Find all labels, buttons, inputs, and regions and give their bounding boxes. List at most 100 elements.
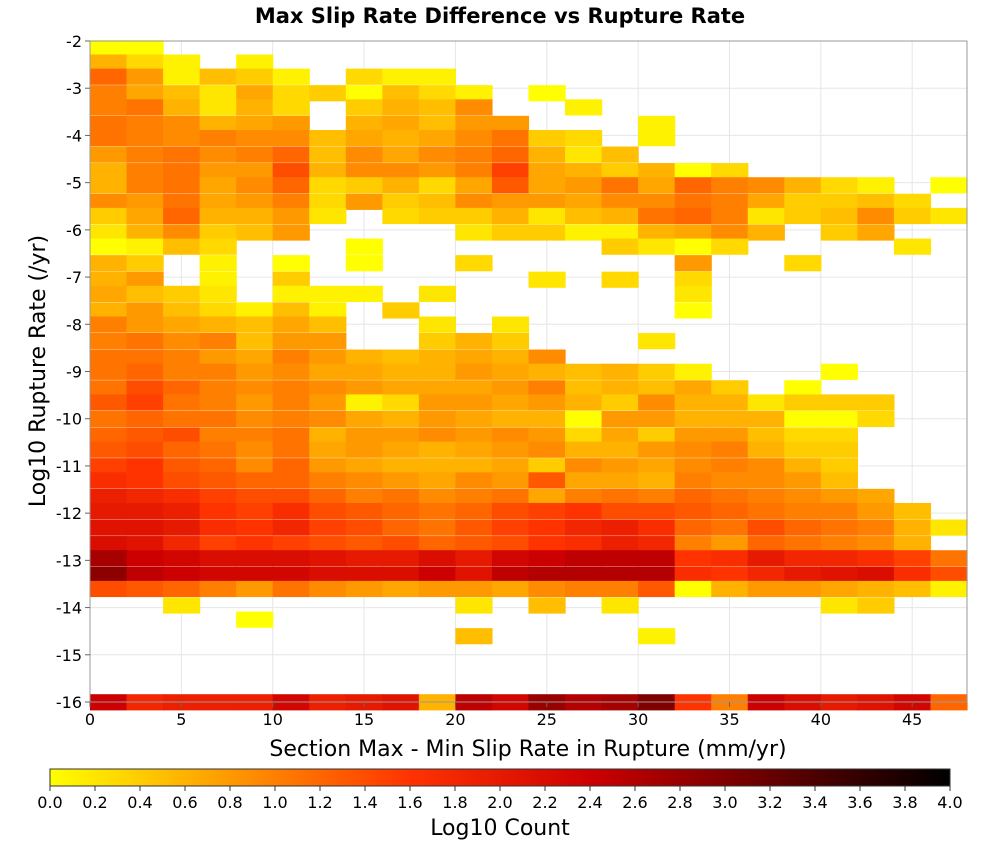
heatmap-cell <box>711 427 749 444</box>
x-tick-label: 0 <box>85 710 95 729</box>
heatmap-cell <box>528 488 566 506</box>
heatmap-cell <box>418 316 457 333</box>
heatmap-cell <box>747 177 785 194</box>
heatmap-cell <box>674 458 712 475</box>
heatmap-cell <box>565 363 603 380</box>
heatmap-cell <box>163 441 201 458</box>
heatmap-cell <box>382 458 420 475</box>
heatmap-cell <box>784 427 822 444</box>
heatmap-cell <box>418 85 457 102</box>
heatmap-cell <box>747 441 785 458</box>
heatmap-cell <box>418 349 457 366</box>
heatmap-cell <box>126 519 164 536</box>
heatmap-cell <box>674 302 712 319</box>
heatmap-cell <box>638 536 676 553</box>
heatmap-cell <box>455 519 493 536</box>
heatmap-cell <box>382 502 420 520</box>
heatmap-cell <box>126 255 164 272</box>
heatmap-cell <box>491 580 530 598</box>
heatmap-cell <box>163 536 201 553</box>
y-tick-label: -14 <box>56 599 82 618</box>
heatmap-cell <box>272 146 310 163</box>
heatmap-cell <box>90 99 128 116</box>
heatmap-cell <box>236 394 274 411</box>
heatmap-cell <box>455 255 493 272</box>
colorbar-ticks: 0.0 0.2 0.4 0.6 0.8 1.0 1.2 1.4 1.6 1.8 2.0 2.2 2.4 2… <box>37 786 963 812</box>
heatmap-cell <box>126 40 164 57</box>
heatmap-cell <box>272 427 310 444</box>
heatmap-cell <box>163 349 201 366</box>
heatmap-cell <box>309 177 347 194</box>
heatmap-cell <box>163 394 201 411</box>
heatmap-cell <box>163 163 201 180</box>
heatmap-cell <box>126 316 164 333</box>
heatmap-cell <box>272 580 310 598</box>
heatmap-cell <box>309 85 347 102</box>
heatmap-cell <box>491 394 530 411</box>
heatmap-cell <box>528 502 566 520</box>
heatmap-cell <box>491 193 530 210</box>
heatmap-cell <box>747 580 785 598</box>
heatmap-cell <box>674 163 712 180</box>
y-tick-label: -13 <box>56 551 82 570</box>
heatmap-cell <box>711 224 749 241</box>
heatmap-cell <box>126 566 164 583</box>
heatmap-cell <box>236 550 274 567</box>
heatmap-cell <box>309 458 347 475</box>
heatmap-cell <box>455 349 493 366</box>
heatmap-cell <box>893 536 932 553</box>
heatmap-cell <box>491 333 530 350</box>
heatmap-cell <box>163 285 201 302</box>
colorbar-tick-label: 2.6 <box>622 793 647 812</box>
heatmap-cell <box>601 550 639 567</box>
heatmap-cell <box>345 488 383 506</box>
heatmap-cell <box>345 410 383 428</box>
heatmap-cell <box>784 255 822 272</box>
heatmap-cell <box>236 146 274 163</box>
y-tick-label: -15 <box>56 646 82 665</box>
heatmap-cell <box>345 99 383 116</box>
heatmap-cell <box>345 68 383 85</box>
heatmap-cell <box>820 519 858 536</box>
heatmap-cell <box>272 502 310 520</box>
heatmap-cell <box>674 193 712 210</box>
heatmap-cell <box>528 380 566 397</box>
heatmap-cell <box>199 441 237 458</box>
heatmap-cell <box>272 550 310 567</box>
heatmap-cell <box>163 427 201 444</box>
heatmap-cell <box>455 488 493 506</box>
heatmap-cell <box>820 566 858 583</box>
heatmap-cell <box>309 333 347 350</box>
heatmap-cell <box>784 472 822 489</box>
heatmap-cell <box>491 129 530 147</box>
heatmap-cell <box>674 488 712 506</box>
heatmap-cell <box>820 193 858 210</box>
colorbar <box>49 768 951 787</box>
heatmap-cell <box>126 115 164 133</box>
heatmap-cell <box>820 580 858 598</box>
heatmap-cell <box>455 628 493 645</box>
heatmap-cell <box>711 536 749 553</box>
heatmap-cell <box>711 550 749 567</box>
heatmap-cell <box>126 224 164 241</box>
heatmap-cell <box>674 224 712 241</box>
heatmap-cell <box>893 207 932 225</box>
heatmap-cell <box>893 238 932 255</box>
heatmap-cell <box>418 99 457 116</box>
heatmap-cell <box>418 177 457 194</box>
heatmap-cell <box>601 472 639 489</box>
heatmap-cell <box>126 349 164 366</box>
heatmap-cell <box>345 427 383 444</box>
heatmap-cell <box>126 207 164 225</box>
heatmap-cell <box>638 115 676 133</box>
heatmap-cell <box>418 502 457 520</box>
heatmap-cell <box>382 177 420 194</box>
heatmap-cell <box>638 550 676 567</box>
heatmap-cell <box>309 394 347 411</box>
heatmap-cell <box>418 163 457 180</box>
heatmap-cell <box>90 207 128 225</box>
heatmap-cell <box>199 146 237 163</box>
heatmap-cell <box>418 427 457 444</box>
x-tick-label: 25 <box>537 710 557 729</box>
heatmap-cell <box>565 441 603 458</box>
